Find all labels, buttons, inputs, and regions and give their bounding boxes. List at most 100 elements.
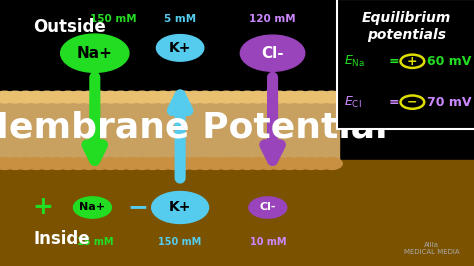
Circle shape <box>36 158 57 169</box>
Text: Cl-: Cl- <box>260 202 276 213</box>
Text: $E_{\rm Na}$: $E_{\rm Na}$ <box>344 54 365 69</box>
Text: Alila
MEDICAL MEDIA: Alila MEDICAL MEDIA <box>403 242 459 255</box>
Circle shape <box>184 158 205 169</box>
Text: 150 mM: 150 mM <box>91 14 137 24</box>
Circle shape <box>300 91 321 103</box>
Text: Equilibrium
potentials: Equilibrium potentials <box>362 11 451 42</box>
Circle shape <box>5 158 26 169</box>
Circle shape <box>73 197 111 218</box>
Circle shape <box>36 91 57 103</box>
Circle shape <box>79 91 100 103</box>
Circle shape <box>89 158 110 169</box>
Circle shape <box>110 158 131 169</box>
Circle shape <box>61 34 129 72</box>
Circle shape <box>247 91 268 103</box>
Text: 5 mM: 5 mM <box>164 14 196 24</box>
Circle shape <box>321 158 342 169</box>
Circle shape <box>216 158 237 169</box>
Text: Cl-: Cl- <box>261 46 284 61</box>
Text: Na+: Na+ <box>77 46 113 61</box>
Circle shape <box>195 158 216 169</box>
Circle shape <box>237 91 258 103</box>
Circle shape <box>131 158 152 169</box>
Circle shape <box>68 91 89 103</box>
Circle shape <box>16 91 36 103</box>
Circle shape <box>79 158 100 169</box>
Circle shape <box>279 158 300 169</box>
Circle shape <box>153 158 173 169</box>
Text: 60 mV: 60 mV <box>427 55 471 68</box>
Circle shape <box>163 91 184 103</box>
Circle shape <box>173 91 194 103</box>
Circle shape <box>0 91 15 103</box>
Circle shape <box>26 158 47 169</box>
Circle shape <box>279 91 300 103</box>
Circle shape <box>153 91 173 103</box>
Circle shape <box>110 91 131 103</box>
Text: Outside: Outside <box>33 18 106 36</box>
Circle shape <box>240 35 305 71</box>
Circle shape <box>249 197 287 218</box>
Circle shape <box>5 91 26 103</box>
Circle shape <box>237 158 258 169</box>
Text: $E_{\rm Cl}$: $E_{\rm Cl}$ <box>344 95 361 110</box>
Text: 15 mM: 15 mM <box>76 237 113 247</box>
Circle shape <box>152 192 209 223</box>
Text: K+: K+ <box>169 201 191 214</box>
Text: Inside: Inside <box>33 230 90 248</box>
Circle shape <box>58 158 79 169</box>
Circle shape <box>142 91 163 103</box>
Circle shape <box>47 158 68 169</box>
Circle shape <box>131 91 152 103</box>
Text: Membrane Potential: Membrane Potential <box>0 111 387 145</box>
Circle shape <box>311 158 332 169</box>
Text: −: − <box>407 96 418 109</box>
Text: 150 mM: 150 mM <box>158 237 202 247</box>
Circle shape <box>258 158 279 169</box>
Text: K+: K+ <box>169 41 191 55</box>
Circle shape <box>205 91 226 103</box>
Text: +: + <box>407 55 418 68</box>
Circle shape <box>247 158 268 169</box>
Circle shape <box>121 91 142 103</box>
Circle shape <box>121 158 142 169</box>
Circle shape <box>300 158 321 169</box>
Text: 10 mM: 10 mM <box>249 237 286 247</box>
Circle shape <box>269 91 290 103</box>
Bar <box>0 101 339 160</box>
Circle shape <box>227 91 247 103</box>
Circle shape <box>163 158 184 169</box>
Circle shape <box>269 158 290 169</box>
Circle shape <box>195 91 216 103</box>
Circle shape <box>173 158 194 169</box>
Circle shape <box>321 91 342 103</box>
Circle shape <box>68 158 89 169</box>
Circle shape <box>16 158 36 169</box>
Text: +: + <box>32 196 53 219</box>
Text: 120 mM: 120 mM <box>249 14 296 24</box>
Circle shape <box>290 158 310 169</box>
Circle shape <box>89 91 110 103</box>
Circle shape <box>216 91 237 103</box>
Circle shape <box>227 158 247 169</box>
Circle shape <box>26 91 47 103</box>
Circle shape <box>311 91 332 103</box>
Circle shape <box>142 158 163 169</box>
Circle shape <box>184 91 205 103</box>
Text: 70 mV: 70 mV <box>427 96 471 109</box>
Circle shape <box>100 91 121 103</box>
Circle shape <box>156 35 204 61</box>
Circle shape <box>58 91 79 103</box>
Bar <box>0 160 474 266</box>
Text: =: = <box>389 55 399 68</box>
Circle shape <box>290 91 310 103</box>
Text: Na+: Na+ <box>80 202 105 213</box>
Circle shape <box>258 91 279 103</box>
FancyBboxPatch shape <box>337 0 474 129</box>
Text: −: − <box>127 196 148 219</box>
Circle shape <box>0 158 15 169</box>
Circle shape <box>100 158 121 169</box>
Circle shape <box>47 91 68 103</box>
Text: =: = <box>389 96 399 109</box>
Circle shape <box>205 158 226 169</box>
